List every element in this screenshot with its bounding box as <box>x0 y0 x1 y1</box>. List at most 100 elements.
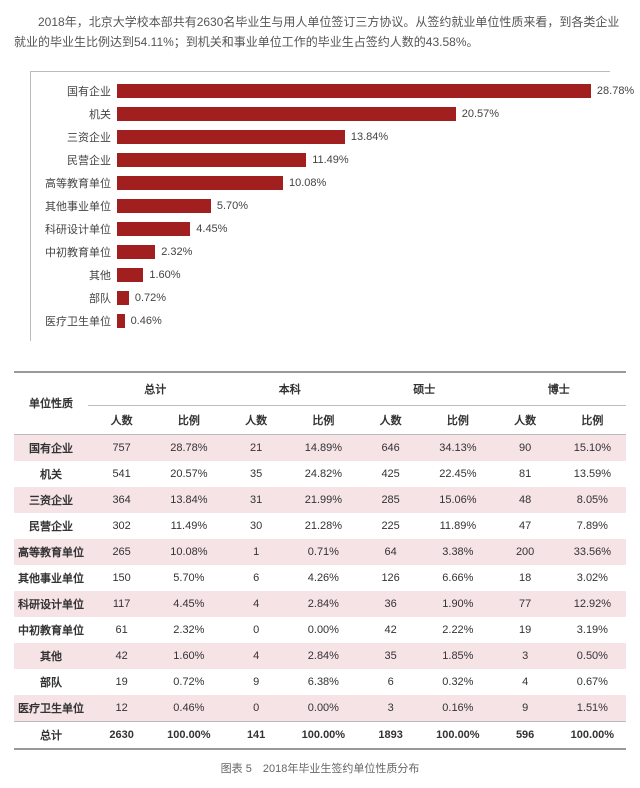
cell: 0.50% <box>559 643 626 669</box>
cell-category: 高等教育单位 <box>14 539 88 565</box>
col-group-doctor: 博士 <box>492 372 627 406</box>
bar-value: 4.45% <box>196 223 227 235</box>
bar-track: 0.72% <box>117 287 610 310</box>
table-row: 部队190.72%96.38%60.32%40.67% <box>14 669 626 695</box>
bar-label: 三资企业 <box>31 129 117 145</box>
cell: 0.00% <box>290 695 357 722</box>
cell: 1893 <box>357 721 424 749</box>
cell: 646 <box>357 434 424 461</box>
bar <box>117 291 129 305</box>
bar-row: 民营企业11.49% <box>31 149 610 172</box>
bar-track: 10.08% <box>117 172 610 195</box>
cell: 541 <box>88 461 155 487</box>
cell: 4.26% <box>290 565 357 591</box>
cell-category: 民营企业 <box>14 513 88 539</box>
bar-value: 28.78% <box>597 85 634 97</box>
bar-track: 5.70% <box>117 195 610 218</box>
cell: 33.56% <box>559 539 626 565</box>
cell: 81 <box>492 461 559 487</box>
cell-category: 国有企业 <box>14 434 88 461</box>
bar-label: 机关 <box>31 106 117 122</box>
col-group-bachelor: 本科 <box>223 372 358 406</box>
cell: 0.67% <box>559 669 626 695</box>
cell: 35 <box>357 643 424 669</box>
bar-track: 4.45% <box>117 218 610 241</box>
table-row: 医疗卫生单位120.46%00.00%30.16%91.51% <box>14 695 626 722</box>
cell: 225 <box>357 513 424 539</box>
table-row: 其他421.60%42.84%351.85%30.50% <box>14 643 626 669</box>
cell: 4.45% <box>155 591 222 617</box>
cell: 20.57% <box>155 461 222 487</box>
cell: 1.85% <box>424 643 491 669</box>
bar-row: 国有企业28.78% <box>31 80 610 103</box>
bar-label: 医疗卫生单位 <box>31 313 117 329</box>
cell: 3 <box>492 643 559 669</box>
cell: 19 <box>492 617 559 643</box>
cell: 3.19% <box>559 617 626 643</box>
table-row: 国有企业75728.78%2114.89%64634.13%9015.10% <box>14 434 626 461</box>
cell: 596 <box>492 721 559 749</box>
cell: 0.71% <box>290 539 357 565</box>
bar-value: 2.32% <box>161 246 192 258</box>
cell: 4 <box>223 643 290 669</box>
bar-row: 其他 1.60% <box>31 264 610 287</box>
bar-row: 科研设计单位4.45% <box>31 218 610 241</box>
bar-label: 民营企业 <box>31 152 117 168</box>
cell: 15.06% <box>424 487 491 513</box>
cell: 100.00% <box>290 721 357 749</box>
cell: 2.22% <box>424 617 491 643</box>
cell: 0.00% <box>290 617 357 643</box>
cell: 2.84% <box>290 591 357 617</box>
cell: 150 <box>88 565 155 591</box>
cell-category: 中初教育单位 <box>14 617 88 643</box>
cell: 11.89% <box>424 513 491 539</box>
cell: 36 <box>357 591 424 617</box>
cell: 13.84% <box>155 487 222 513</box>
cell: 21.99% <box>290 487 357 513</box>
cell-category: 其他事业单位 <box>14 565 88 591</box>
table-row: 其他事业单位1505.70%64.26%1266.66%183.02% <box>14 565 626 591</box>
cell: 285 <box>357 487 424 513</box>
data-table: 单位性质 总计 本科 硕士 博士 人数比例人数比例人数比例人数比例 国有企业75… <box>14 371 626 750</box>
cell: 0.32% <box>424 669 491 695</box>
cell: 10.08% <box>155 539 222 565</box>
bar <box>117 176 283 190</box>
bar <box>117 84 591 98</box>
bar-value: 13.84% <box>351 131 388 143</box>
cell: 34.13% <box>424 434 491 461</box>
bar <box>117 314 125 328</box>
cell: 64 <box>357 539 424 565</box>
sub-col: 比例 <box>424 405 491 434</box>
sub-col: 比例 <box>155 405 222 434</box>
cell: 6 <box>357 669 424 695</box>
table-row: 中初教育单位612.32%00.00%422.22%193.19% <box>14 617 626 643</box>
cell-category: 三资企业 <box>14 487 88 513</box>
sub-col: 人数 <box>88 405 155 434</box>
cell-category: 总计 <box>14 721 88 749</box>
bar <box>117 222 190 236</box>
table-row-total: 总计2630100.00%141100.00%1893100.00%596100… <box>14 721 626 749</box>
cell: 77 <box>492 591 559 617</box>
cell: 90 <box>492 434 559 461</box>
intro-text: 2018年，北京大学校本部共有2630名毕业生与用人单位签订三方协议。从签约就业… <box>14 12 626 53</box>
cell: 9 <box>223 669 290 695</box>
cell: 21.28% <box>290 513 357 539</box>
bar-value: 10.08% <box>289 177 326 189</box>
sub-col: 人数 <box>492 405 559 434</box>
cell: 24.82% <box>290 461 357 487</box>
bar <box>117 245 155 259</box>
cell: 3.38% <box>424 539 491 565</box>
bar <box>117 107 456 121</box>
bar-value: 1.60% <box>149 269 180 281</box>
table-header-row-2: 人数比例人数比例人数比例人数比例 <box>14 405 626 434</box>
bar-label: 其他 <box>31 267 117 283</box>
sub-col: 人数 <box>357 405 424 434</box>
cell: 31 <box>223 487 290 513</box>
cell: 15.10% <box>559 434 626 461</box>
cell: 200 <box>492 539 559 565</box>
cell: 18 <box>492 565 559 591</box>
figure-caption: 图表 5 2018年毕业生签约单位性质分布 <box>14 760 626 776</box>
cell: 0.46% <box>155 695 222 722</box>
bar-label: 高等教育单位 <box>31 175 117 191</box>
bar <box>117 268 143 282</box>
